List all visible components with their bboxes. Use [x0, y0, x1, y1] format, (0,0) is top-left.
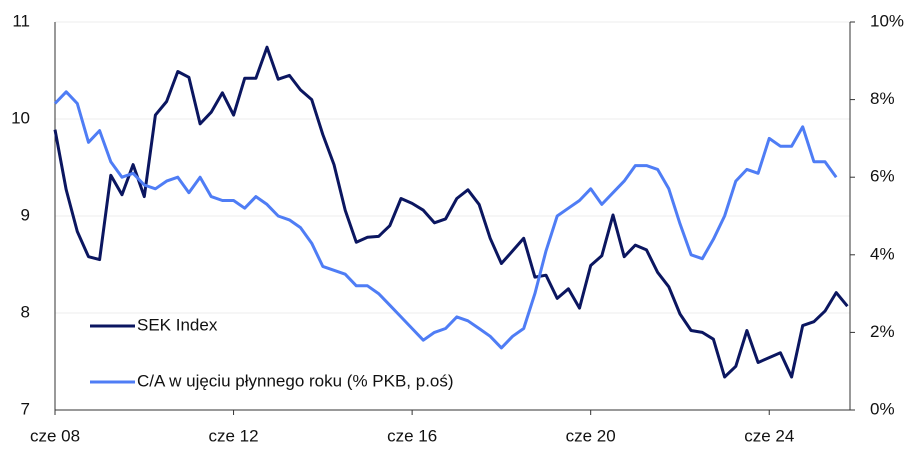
y2-tick-label: 2%: [870, 322, 895, 341]
y-tick-label: 10: [11, 108, 30, 127]
y-tick-label: 7: [21, 399, 30, 418]
y2-tick-label: 10%: [870, 11, 904, 30]
x-tick-label: cze 12: [209, 426, 259, 445]
y2-tick-label: 4%: [870, 244, 895, 263]
x-tick-label: cze 08: [30, 426, 80, 445]
series-line: [53, 90, 838, 350]
x-tick-label: cze 24: [744, 426, 794, 445]
legend-label: C/A w ujęciu płynnego roku (% PKB, p.oś): [137, 371, 454, 390]
y-tick-label: 11: [12, 11, 30, 30]
y2-tick-label: 6%: [870, 167, 895, 186]
x-tick-label: cze 16: [387, 426, 437, 445]
y-tick-label: 8: [21, 302, 30, 321]
y2-tick-label: 8%: [870, 89, 895, 108]
x-tick-label: cze 20: [566, 426, 616, 445]
legend-label: SEK Index: [137, 315, 218, 334]
y-tick-label: 9: [21, 205, 30, 224]
y2-tick-label: 0%: [870, 399, 895, 418]
series-line: [53, 45, 849, 379]
